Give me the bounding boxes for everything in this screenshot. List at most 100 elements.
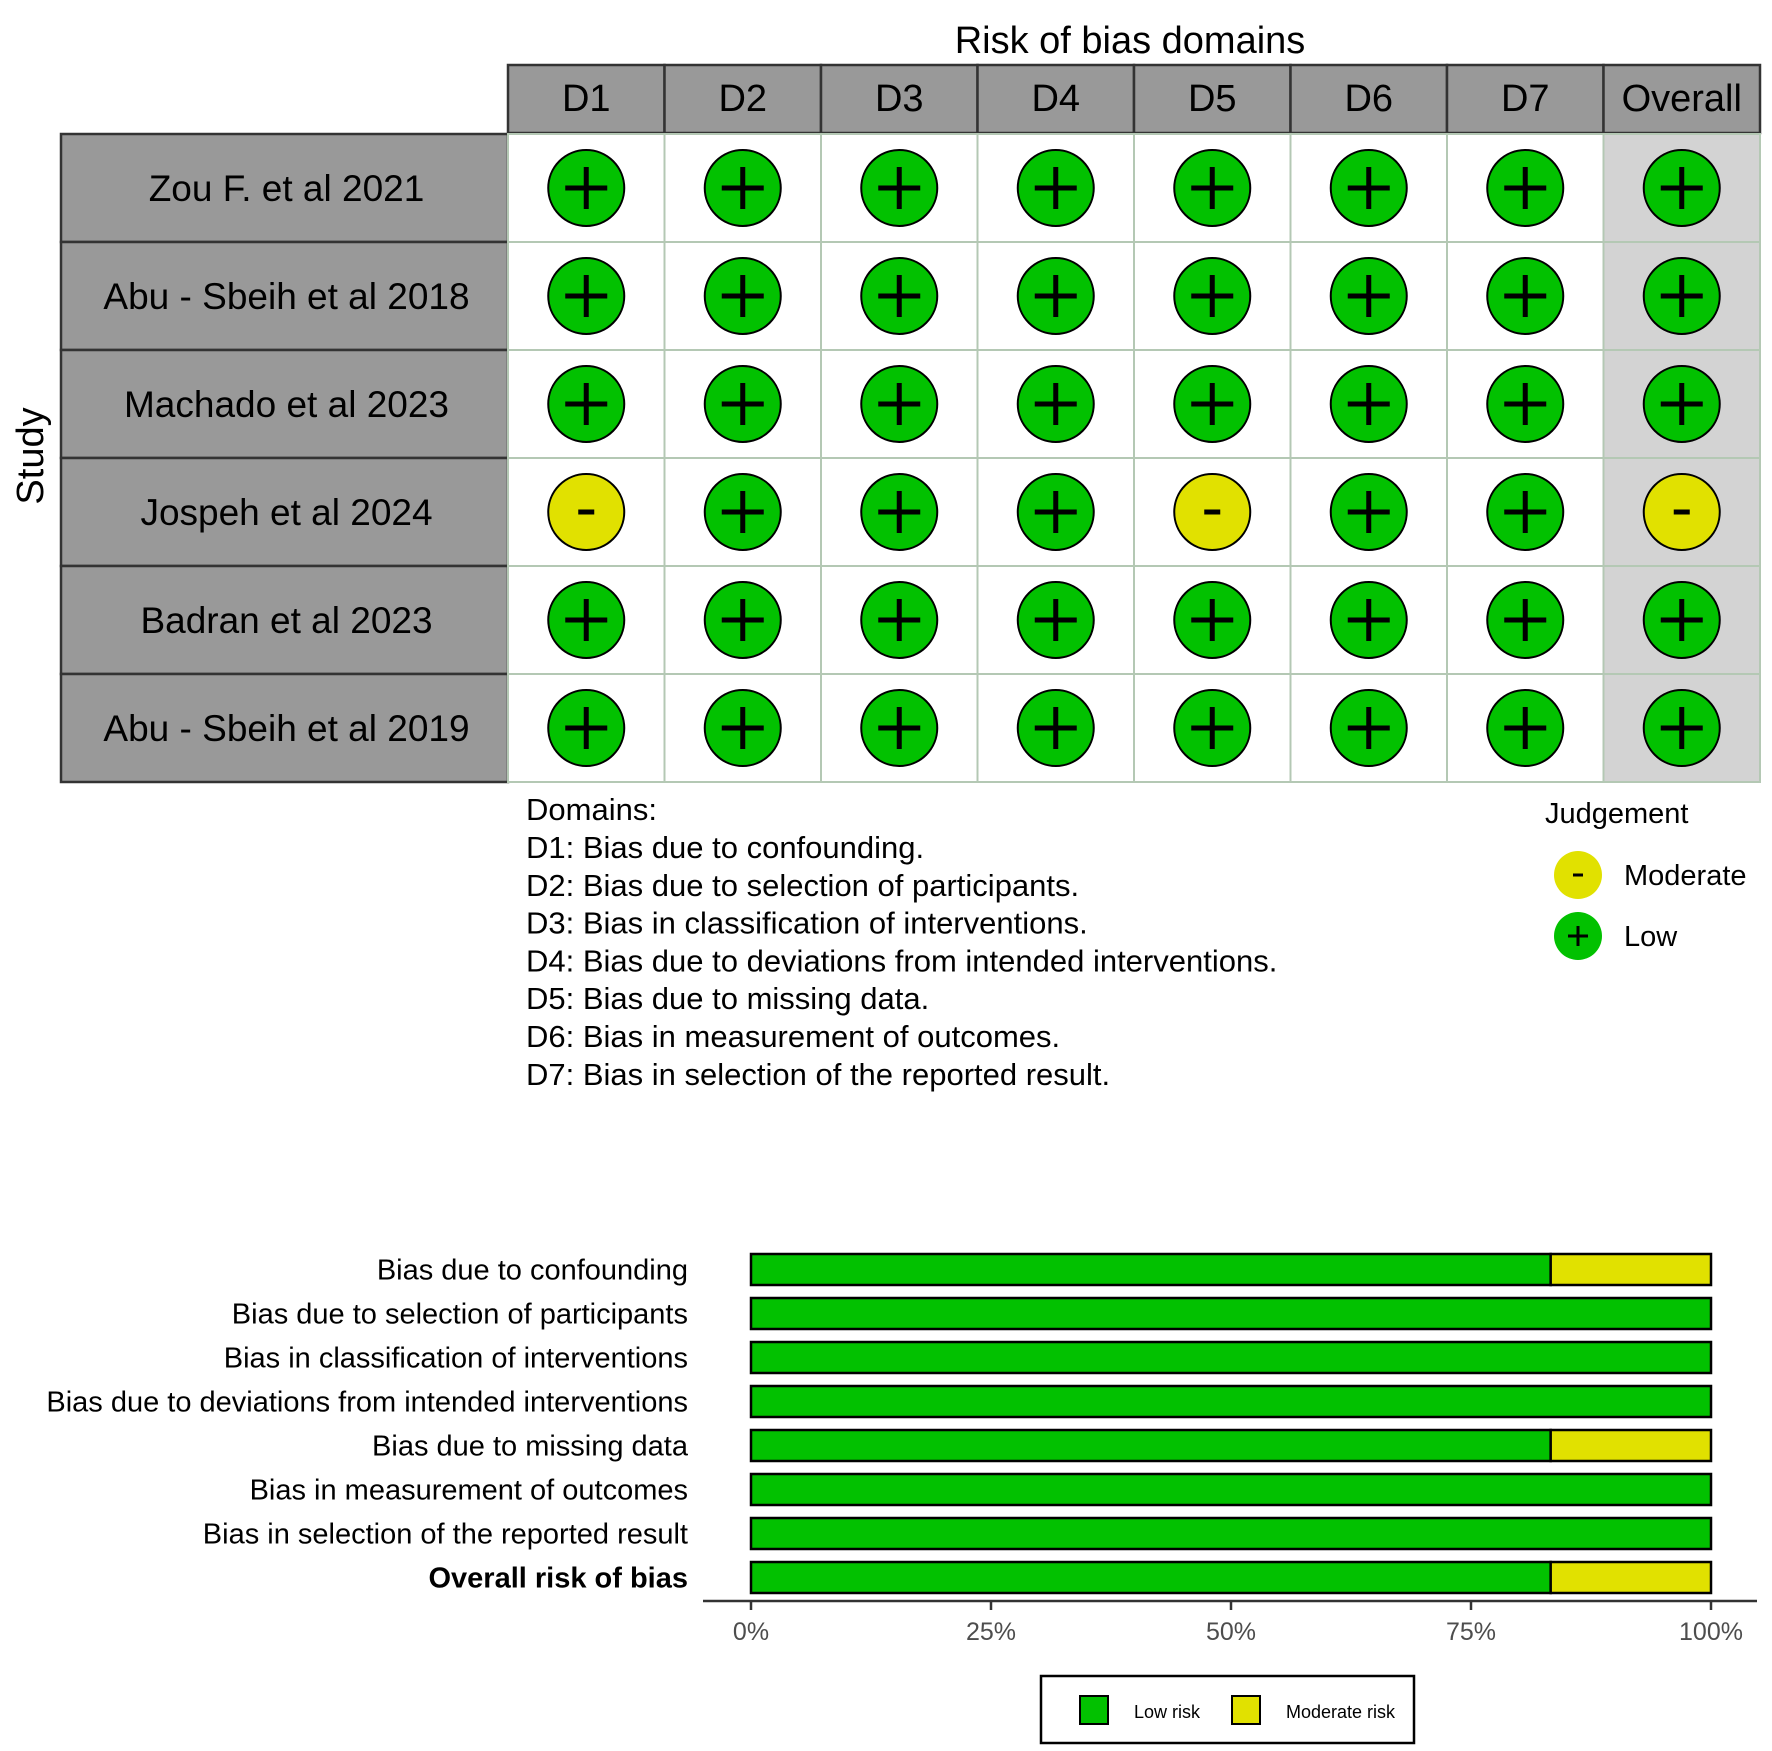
plus-icon <box>1660 707 1703 749</box>
bar-category-label: Bias due to confounding <box>377 1255 688 1287</box>
bar-legend-label: Moderate risk <box>1286 1702 1396 1722</box>
plus-icon <box>565 599 608 641</box>
domain-header-row: D1 D2 D3 D4 D5 D6 D7 Overall <box>506 63 1762 135</box>
plus-icon <box>721 383 764 425</box>
bar-segment <box>749 1560 1552 1595</box>
bar-segment <box>749 1428 1552 1463</box>
bar-segment <box>1549 1252 1713 1287</box>
plus-icon <box>721 167 764 209</box>
judgement-legend: Judgement Moderate Low <box>1545 798 1747 960</box>
plus-icon <box>1504 167 1547 209</box>
bar-category-label: Bias in classification of interventions <box>224 1343 688 1375</box>
plus-icon <box>721 491 764 533</box>
plus-icon <box>1191 275 1234 317</box>
traffic-light-title: Risk of bias domains <box>955 20 1306 62</box>
plus-icon <box>1660 167 1703 209</box>
domain-header-label: D7 <box>1501 78 1550 120</box>
bar-segment <box>749 1516 1713 1551</box>
plus-icon <box>1347 383 1390 425</box>
legend-label: Moderate <box>1624 860 1747 892</box>
bar-segment <box>1549 1428 1713 1463</box>
plus-icon <box>1191 599 1234 641</box>
domains-caption-heading: Domains: <box>526 792 657 827</box>
study-label: Zou F. et al 2021 <box>149 168 425 209</box>
plus-icon <box>1034 491 1077 533</box>
study-label: Jospeh et al 2024 <box>140 492 432 533</box>
x-tick-label: 0% <box>733 1618 769 1646</box>
plus-icon <box>1568 926 1588 946</box>
plus-icon <box>1504 275 1547 317</box>
plus-icon <box>565 383 608 425</box>
study-label: Abu - Sbeih et al 2018 <box>103 276 469 317</box>
study-label: Machado et al 2023 <box>124 384 449 425</box>
domain-header-label: D3 <box>875 78 924 120</box>
bar-legend: Low risk Moderate risk <box>1039 1674 1416 1745</box>
domain-definition: D3: Bias in classification of interventi… <box>526 906 1088 941</box>
plus-icon <box>1034 383 1077 425</box>
bar-segment <box>749 1296 1713 1331</box>
domain-header-label: D5 <box>1188 78 1237 120</box>
bar-category-label: Bias in measurement of outcomes <box>250 1475 688 1507</box>
plus-icon <box>565 707 608 749</box>
plus-icon <box>878 167 921 209</box>
study-label: Abu - Sbeih et al 2019 <box>103 708 469 749</box>
plus-icon <box>1191 383 1234 425</box>
plus-icon <box>1034 275 1077 317</box>
bar-segment <box>749 1384 1713 1419</box>
plus-icon <box>565 167 608 209</box>
plus-icon <box>878 491 921 533</box>
study-label-cell <box>59 672 510 784</box>
traffic-light-plot: Risk of bias domains Study D1 D2 D3 D4 D5 D6 D… <box>10 20 1762 1092</box>
x-tick-label: 100% <box>1679 1618 1743 1646</box>
domain-header-label: D6 <box>1344 78 1393 120</box>
plus-icon <box>1034 599 1077 641</box>
plus-icon <box>1660 599 1703 641</box>
plus-icon <box>721 275 764 317</box>
plus-icon <box>721 599 764 641</box>
plus-icon <box>878 275 921 317</box>
plus-icon <box>1191 167 1234 209</box>
study-axis-label: Study <box>10 407 52 504</box>
bar-category-label: Bias due to selection of participants <box>232 1299 688 1331</box>
domains-caption: Domains: D1: Bias due to confounding.D2:… <box>526 792 1277 1092</box>
domain-header-label: D1 <box>562 78 611 120</box>
plus-icon <box>721 707 764 749</box>
domain-definition: D1: Bias due to confounding. <box>526 830 924 865</box>
domain-definition: D6: Bias in measurement of outcomes. <box>526 1019 1060 1054</box>
bar-segment <box>749 1472 1713 1507</box>
bar-legend-swatch <box>1079 1695 1109 1725</box>
x-tick-label: 50% <box>1206 1618 1256 1646</box>
plus-icon <box>1504 383 1547 425</box>
plus-icon <box>1347 599 1390 641</box>
plus-icon <box>1504 707 1547 749</box>
plus-icon <box>878 707 921 749</box>
x-tick-label: 75% <box>1446 1618 1496 1646</box>
bar-legend-swatch <box>1231 1695 1261 1725</box>
plus-icon <box>1034 167 1077 209</box>
plus-icon <box>1504 491 1547 533</box>
bar-segment <box>749 1340 1713 1375</box>
domain-header-cell <box>1289 63 1449 135</box>
domain-header-cell <box>1602 63 1762 135</box>
domain-definition: D7: Bias in selection of the reported re… <box>526 1057 1110 1092</box>
study-label-cell <box>59 456 510 568</box>
plus-icon <box>1347 707 1390 749</box>
plus-icon <box>1034 707 1077 749</box>
domain-definition: D2: Bias due to selection of participant… <box>526 868 1079 903</box>
plus-icon <box>1347 491 1390 533</box>
study-label: Badran et al 2023 <box>140 600 432 641</box>
domain-definition: D4: Bias due to deviations from intended… <box>526 943 1277 978</box>
bar-segment <box>749 1252 1552 1287</box>
domain-header-cell <box>663 63 823 135</box>
plus-icon <box>565 275 608 317</box>
bar-segment <box>1549 1560 1713 1595</box>
plus-icon <box>1347 275 1390 317</box>
judgement-grid <box>507 133 1761 783</box>
plus-icon <box>1660 383 1703 425</box>
summary-bar-plot: Bias due to confounding Bias due to selec… <box>46 1252 1757 1745</box>
bar-series <box>749 1252 1713 1595</box>
domain-header-label: D2 <box>718 78 767 120</box>
judgement-grid-frame <box>507 133 1761 783</box>
bar-category-label: Overall risk of bias <box>428 1563 688 1595</box>
domain-definition: D5: Bias due to missing data. <box>526 981 929 1016</box>
